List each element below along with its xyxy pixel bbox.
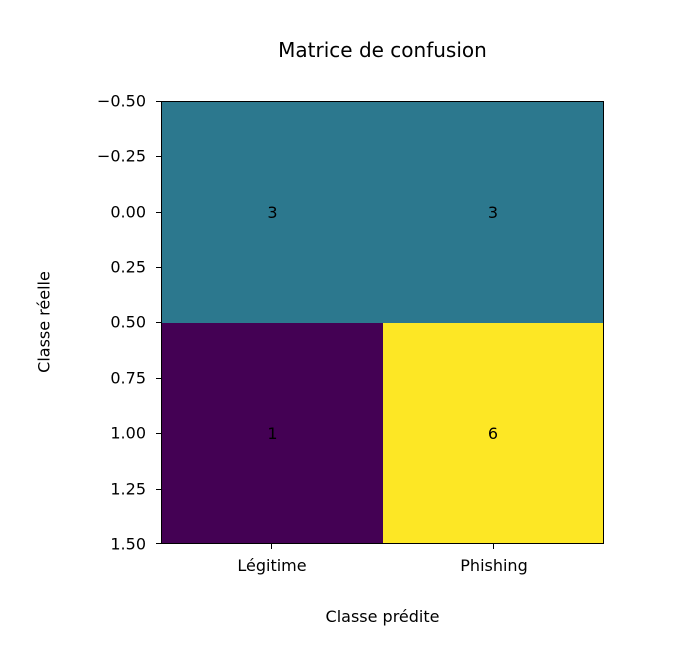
y-tick-mark <box>156 543 161 545</box>
y-tick-mark <box>156 378 161 380</box>
cell-value: 6 <box>487 423 499 443</box>
cell-1-0: 1 <box>162 323 383 543</box>
cell-0-0: 3 <box>162 102 383 323</box>
y-tick-mark <box>156 322 161 324</box>
y-tick-label: 1.50 <box>110 534 146 554</box>
y-tick-mark <box>156 433 161 435</box>
cell-1-1: 6 <box>383 323 603 543</box>
y-tick-mark <box>156 489 161 491</box>
x-tick-mark <box>271 544 273 549</box>
y-tick-label: 0.25 <box>110 257 146 277</box>
y-tick-mark <box>156 156 161 158</box>
y-tick-label: 1.25 <box>110 479 146 499</box>
x-tick-label: Phishing <box>460 556 528 575</box>
y-tick-mark <box>156 101 161 103</box>
chart-title: Matrice de confusion <box>278 38 487 62</box>
y-tick-label: 0.00 <box>110 202 146 222</box>
y-tick-mark <box>156 212 161 214</box>
x-axis-label: Classe prédite <box>325 607 440 626</box>
x-tick-label: Légitime <box>237 556 307 575</box>
y-axis-label: Classe réelle <box>34 271 54 373</box>
y-tick-label: 0.75 <box>110 368 146 388</box>
x-tick-mark <box>493 544 495 549</box>
y-tick-label: −0.50 <box>96 91 146 111</box>
cell-value: 3 <box>267 203 278 222</box>
cell-value: 3 <box>487 203 499 222</box>
y-tick-label: 1.00 <box>110 423 146 443</box>
y-tick-label: 0.50 <box>110 312 146 332</box>
plot-area: 3 3 1 6 <box>161 101 604 544</box>
y-tick-label: −0.25 <box>96 146 146 166</box>
cell-0-1: 3 <box>383 102 603 323</box>
y-tick-mark <box>156 267 161 269</box>
cell-value: 1 <box>267 423 278 443</box>
